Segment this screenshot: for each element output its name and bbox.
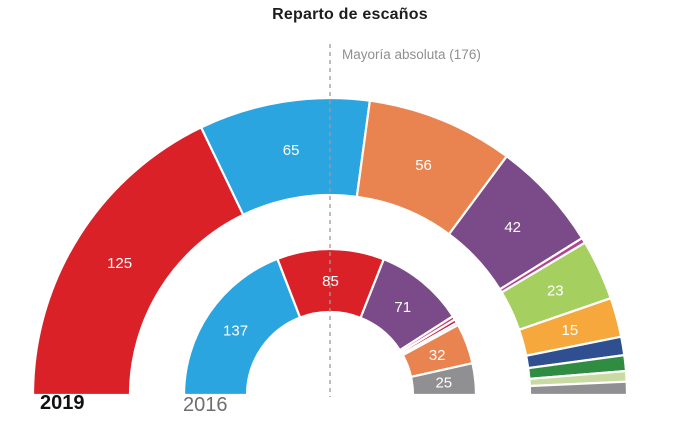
segment-value-label-2019-2: 56: [415, 157, 432, 174]
segment-value-label-2016-0: 137: [223, 322, 248, 339]
segment-value-label-2016-2: 71: [394, 299, 411, 316]
year-label-2016: 2016: [183, 394, 228, 416]
ring-2016-segment-7: [409, 361, 478, 397]
segment-value-label-2019-1: 65: [283, 142, 300, 159]
segment-value-label-2019-0: 125: [107, 255, 132, 272]
segment-value-label-2019-6: 15: [561, 322, 578, 339]
chart-title: Reparto de escaños: [272, 6, 428, 23]
segment-value-label-2019-5: 23: [547, 282, 564, 299]
ring-2019-segment-10: [528, 380, 629, 397]
year-label-2019: 2019: [40, 392, 85, 414]
majority-label: Mayoría absoluta (176): [342, 47, 481, 62]
segment-value-label-2019-3: 42: [504, 219, 521, 236]
segment-value-label-2016-1: 85: [322, 273, 339, 290]
segment-value-label-2016-7: 25: [435, 375, 452, 392]
segment-value-label-2016-6: 32: [429, 347, 446, 364]
